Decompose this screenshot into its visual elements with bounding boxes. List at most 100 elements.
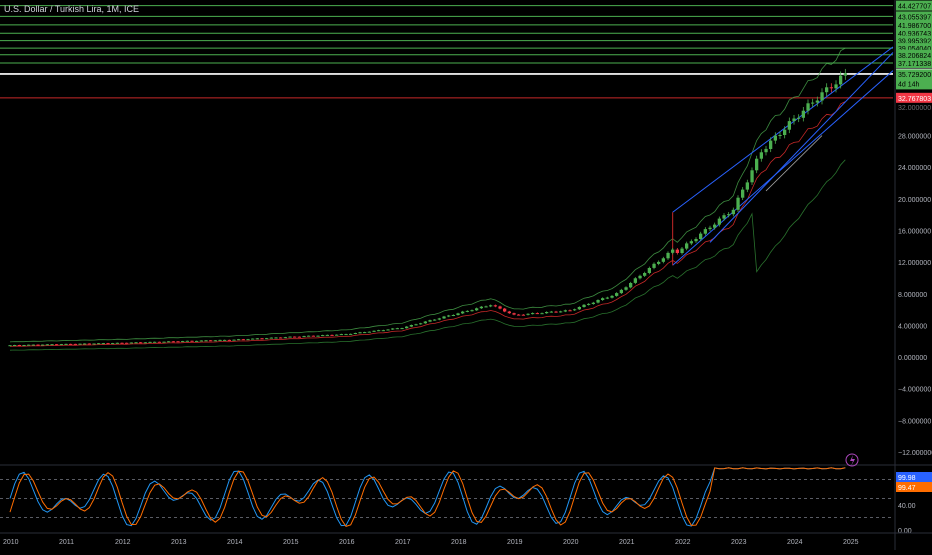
candle-body: [554, 311, 558, 313]
upper-band: [9, 47, 846, 343]
stoch-k-badge: [896, 472, 932, 482]
candle-body: [73, 343, 77, 345]
time-axis[interactable]: 2010 2011 2012 2013 2014 2015 2016 2017 2018 2019…: [0, 532, 932, 546]
trend-channel[interactable]: [672, 46, 894, 266]
candle-body: [31, 344, 35, 346]
candle-body: [447, 315, 451, 317]
channel-mid-line[interactable]: [709, 52, 894, 243]
candle-body: [759, 152, 763, 159]
candle-body: [465, 310, 469, 312]
candle-body: [153, 341, 157, 343]
candle-body: [279, 337, 283, 339]
candle-body: [134, 342, 138, 344]
candle-body: [307, 335, 311, 337]
candle-body: [493, 305, 497, 307]
candle-body: [391, 328, 395, 330]
level-labels: 44.427707 43.055397 41.98670040.93674339.9…: [896, 0, 932, 103]
candle-body: [619, 289, 623, 294]
candle-body: [405, 326, 409, 329]
candle-body: [545, 312, 549, 314]
candle-body: [209, 340, 213, 342]
level-price-label-bg: [896, 28, 932, 39]
candle-body: [321, 335, 325, 337]
candle-body: [255, 338, 259, 340]
candle-body: [633, 278, 637, 283]
candle-body: [325, 334, 329, 336]
candle-body: [666, 252, 670, 259]
candle-body: [344, 334, 348, 336]
time-tick-label: 2022: [675, 539, 691, 546]
candle-body: [423, 321, 427, 324]
lightning-glyph: [850, 455, 855, 466]
candle-body: [335, 334, 339, 336]
candle-body: [484, 306, 488, 308]
level-price-label: 37.171338: [898, 61, 931, 68]
channel-lower-line[interactable]: [672, 70, 894, 266]
candle-body: [288, 336, 292, 338]
candle-body: [251, 338, 255, 340]
trend-line[interactable]: [765, 135, 823, 192]
level-price-label-bg: [896, 11, 932, 22]
candle-body: [129, 342, 133, 344]
event-marker-circle: [845, 453, 859, 467]
candle-body: [181, 341, 185, 343]
candle-body: [69, 343, 73, 345]
candle-body: [708, 227, 712, 230]
candle-body: [41, 344, 45, 346]
candle-body: [568, 310, 572, 312]
candle-body: [601, 298, 605, 300]
candle-body: [199, 340, 203, 342]
level-price-label-bg: [896, 35, 932, 46]
price-tick-label: 20.000000: [898, 197, 931, 204]
horizontal-levels[interactable]: [0, 5, 893, 99]
candle-body: [241, 339, 245, 341]
candle-body: [652, 263, 656, 268]
price-axis[interactable]: 28.000000 24.000000 20.000000 16.000000 12.0…: [894, 0, 932, 550]
stochastic-pane[interactable]: 40.00 0.00 99.98 99.47: [0, 453, 932, 535]
channel-upper-line[interactable]: [672, 46, 894, 213]
time-tick-label: 2025: [843, 539, 859, 546]
last-price-badge[interactable]: [896, 69, 932, 90]
candle-body: [283, 337, 287, 339]
candle-body: [8, 345, 12, 347]
stoch-d-value: 99.47: [898, 485, 916, 492]
candle-body: [801, 110, 805, 118]
level-price-label: 41.986700: [898, 23, 931, 30]
candle-body: [106, 343, 110, 345]
candle-body: [615, 293, 619, 296]
candle-body: [489, 305, 493, 307]
candle-body: [764, 148, 768, 153]
candle-body: [204, 340, 208, 342]
time-tick-label: 2015: [283, 539, 299, 546]
candle-body: [512, 313, 516, 315]
candle-body: [769, 140, 773, 149]
red-level-label-bg: [896, 92, 932, 103]
candle-body: [78, 343, 82, 345]
price-tick-label: 0.000000: [898, 355, 927, 362]
candle-body: [101, 343, 105, 345]
candle-body: [587, 303, 591, 305]
time-tick-label: 2018: [451, 539, 467, 546]
candle-body: [778, 135, 782, 136]
candle-body: [825, 87, 829, 93]
candle-body: [717, 218, 721, 225]
candle-body: [395, 328, 399, 330]
candle-body: [36, 344, 40, 346]
candle-body: [727, 214, 731, 216]
candle-body: [311, 335, 315, 337]
candle-body: [59, 344, 63, 346]
price-tick-label: 4.000000: [898, 323, 927, 330]
candle-body: [377, 330, 381, 332]
candle-body: [87, 343, 91, 345]
candle-body: [400, 328, 404, 330]
candle-body: [372, 330, 376, 332]
candle-body: [643, 273, 647, 276]
lightning-icon[interactable]: [845, 453, 859, 467]
candle-body: [227, 339, 231, 341]
level-price-label-bg: [896, 0, 932, 11]
candle-body: [97, 343, 101, 345]
symbol-title[interactable]: U.S. Dollar / Turkish Lira, 1M, ICE: [4, 4, 140, 14]
candlesticks: [8, 68, 847, 347]
